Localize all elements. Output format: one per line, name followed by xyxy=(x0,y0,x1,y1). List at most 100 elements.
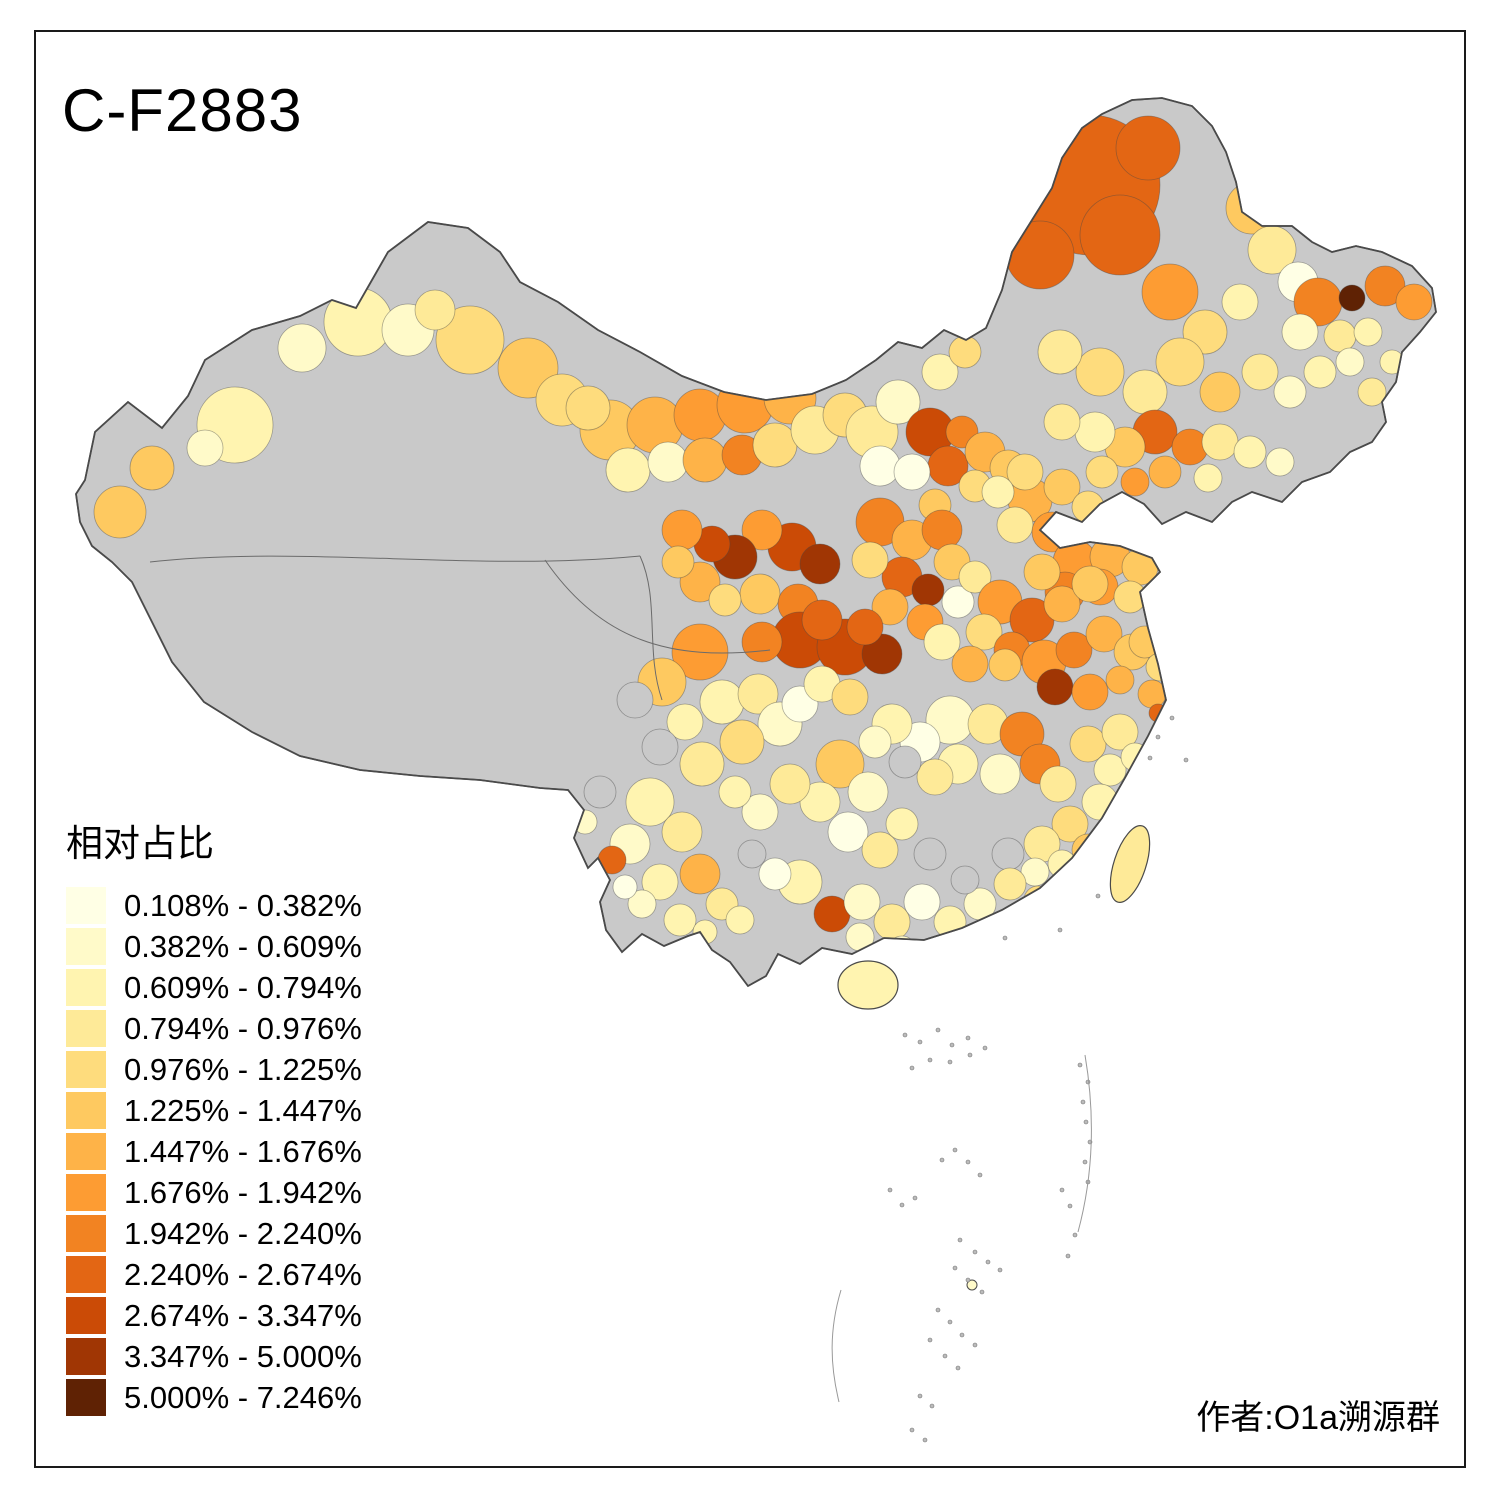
map-region xyxy=(1071,673,1109,711)
island-dot xyxy=(1169,715,1175,721)
south-china-sea-islands xyxy=(887,715,1189,1443)
map-region xyxy=(958,560,992,594)
legend-item: 0.609% - 0.794% xyxy=(66,967,362,1008)
map-region xyxy=(1103,805,1133,835)
map-region xyxy=(641,863,679,901)
map-region xyxy=(741,621,783,663)
legend-item: 3.347% - 5.000% xyxy=(66,1336,362,1377)
map-region xyxy=(661,811,703,853)
map-region xyxy=(916,758,954,796)
legend-swatch xyxy=(66,1010,106,1047)
map-region xyxy=(1353,317,1383,347)
map-region xyxy=(921,509,963,551)
island-dot xyxy=(982,1045,988,1051)
legend-item: 2.240% - 2.674% xyxy=(66,1254,362,1295)
legend-item: 1.447% - 1.676% xyxy=(66,1131,362,1172)
map-region xyxy=(1023,885,1053,915)
map-region xyxy=(911,573,945,607)
map-region xyxy=(871,588,909,626)
island-dot xyxy=(952,1265,958,1271)
legend-label: 3.347% - 5.000% xyxy=(124,1338,362,1374)
map-region xyxy=(661,509,703,551)
map-region xyxy=(719,719,765,765)
map-region xyxy=(921,353,959,391)
island-dot xyxy=(902,1032,908,1038)
island-dot xyxy=(922,1437,928,1443)
map-region xyxy=(1093,753,1127,787)
legend: 相对占比 0.108% - 0.382% 0.382% - 0.609% 0.609… xyxy=(66,813,362,1418)
map-region xyxy=(1233,435,1267,469)
legend-swatch xyxy=(66,1379,106,1416)
map-region xyxy=(1122,369,1168,415)
map-region xyxy=(583,775,617,809)
island-dot xyxy=(985,1259,991,1265)
legend-swatch xyxy=(66,1133,106,1170)
map-region xyxy=(1281,313,1319,351)
legend-item: 5.000% - 7.246% xyxy=(66,1377,362,1418)
island-dot xyxy=(967,1052,973,1058)
map-region xyxy=(605,447,651,493)
island-dot xyxy=(977,1172,983,1178)
map-region xyxy=(1115,115,1181,181)
map-region xyxy=(612,874,638,900)
map-region xyxy=(1043,585,1081,623)
map-region xyxy=(758,857,792,891)
map-region xyxy=(951,645,989,683)
map-region xyxy=(627,889,657,919)
island-dot xyxy=(1080,1099,1086,1105)
map-region xyxy=(843,883,881,921)
map-region xyxy=(1043,468,1081,506)
legend-item: 0.382% - 0.609% xyxy=(66,926,362,967)
map-region xyxy=(1201,423,1239,461)
island-dot xyxy=(917,1393,923,1399)
legend-item: 0.108% - 0.382% xyxy=(66,885,362,926)
map-region xyxy=(647,441,689,483)
legend-swatch xyxy=(66,1338,106,1375)
map-region xyxy=(641,728,679,766)
map-region xyxy=(93,485,147,539)
map-region xyxy=(1141,263,1199,321)
map-region xyxy=(1395,283,1433,321)
map-region xyxy=(1105,665,1135,695)
legend-label: 1.225% - 1.447% xyxy=(124,1092,362,1128)
map-region xyxy=(1051,805,1089,843)
map-region xyxy=(435,305,505,375)
island-dot xyxy=(965,1277,971,1283)
map-region xyxy=(913,837,947,871)
map-region xyxy=(799,781,841,823)
hainan-island xyxy=(837,960,899,1010)
map-region xyxy=(1221,283,1259,321)
map-region xyxy=(979,753,1021,795)
map-region xyxy=(737,673,779,715)
legend-label: 0.382% - 0.609% xyxy=(124,928,362,964)
map-region xyxy=(950,865,980,895)
map-region xyxy=(725,905,755,935)
map-region xyxy=(885,807,919,841)
map-region xyxy=(741,509,783,551)
legend-item: 1.676% - 1.942% xyxy=(66,1172,362,1213)
island-dot xyxy=(947,1059,953,1065)
map-region xyxy=(861,831,899,869)
map-region xyxy=(1148,455,1182,489)
island-dot xyxy=(1059,1187,1065,1193)
map-region xyxy=(1071,565,1109,603)
island-dot xyxy=(1082,1159,1088,1165)
map-region xyxy=(847,771,889,813)
map-region xyxy=(1023,553,1061,591)
legend-swatch xyxy=(66,1215,106,1252)
map-region xyxy=(927,939,953,965)
island-dot xyxy=(887,1187,893,1193)
map-region xyxy=(1071,833,1105,867)
legend-label: 2.240% - 2.674% xyxy=(124,1256,362,1292)
map-region xyxy=(1335,347,1365,377)
map-region xyxy=(845,922,875,952)
island-dot xyxy=(939,1157,945,1163)
island-dot xyxy=(949,1042,955,1048)
legend-swatch xyxy=(66,1051,106,1088)
legend-title: 相对占比 xyxy=(66,823,214,864)
map-region xyxy=(769,763,811,805)
map-region xyxy=(699,679,745,725)
map-region xyxy=(1071,490,1105,524)
map-region xyxy=(661,545,695,579)
island-dot xyxy=(979,1289,985,1295)
